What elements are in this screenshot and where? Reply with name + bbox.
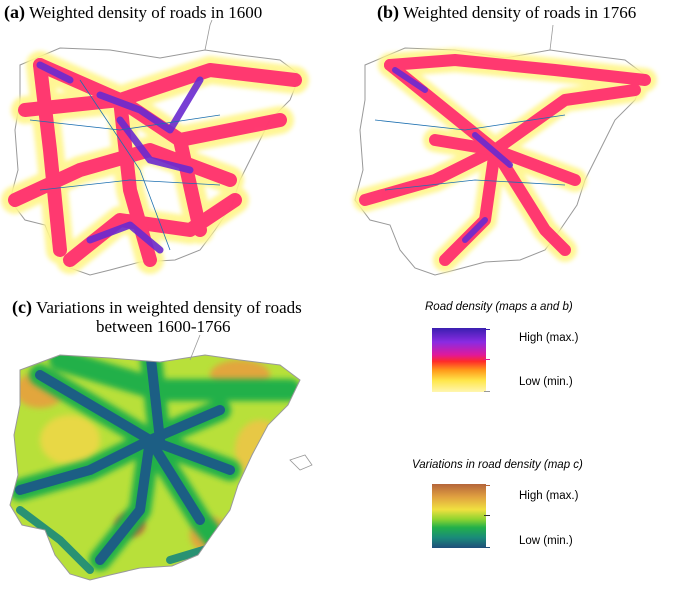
legend-variation-low-label: Low (min.) [519,535,573,547]
legend-density-title: Road density (maps a and b) [425,301,573,313]
panel-c-letter: (c) [12,297,32,317]
legend-density-tick-low [484,391,490,392]
panel-b-letter: (b) [377,2,399,22]
legend-density-high-label: High (max.) [519,332,579,344]
map-b-road-density-1766 [353,24,657,276]
panel-b-title-text: Weighted density of roads in 1766 [402,3,637,22]
panel-c-title-line2: between 1600-1766 [96,317,231,336]
panel-a-title: (a) Weighted density of roads in 1600 [4,2,262,23]
panel-a-title-text: Weighted density of roads in 1600 [28,3,263,22]
legend-density-tick-mid [484,359,490,360]
legend-density-tick-high [484,329,490,330]
legend-density-color-bar [432,328,486,392]
panel-b-title: (b) Weighted density of roads in 1766 [377,2,636,23]
map-c-road-density-variation [9,334,313,581]
legend-variation-tick-low [484,547,490,548]
legend-density-low-label: Low (min.) [519,376,573,388]
legend-variation-tick-mid [484,515,490,516]
panel-c-title-line1: Variations in weighted density of roads [35,298,302,317]
panel-c-title: (c) Variations in weighted density of ro… [12,297,302,318]
panel-a-letter: (a) [4,2,25,22]
map-a-road-density-1600 [1,20,309,276]
legend-variation-high-label: High (max.) [519,490,579,502]
legend-variation-tick-high [484,485,490,486]
legend-variation-title: Variations in road density (map c) [412,459,583,471]
legend-variation-color-bar [432,484,486,548]
